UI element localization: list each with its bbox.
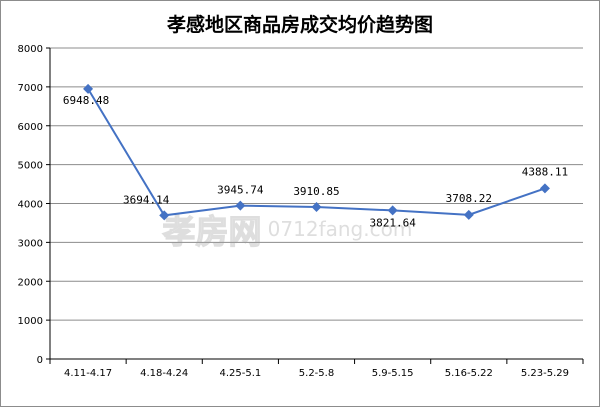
watermark-brand: 孝房网 bbox=[163, 212, 262, 251]
data-label: 3821.64 bbox=[369, 216, 416, 229]
data-labels: 6948.48 3694.14 3945.74 3910.85 3821.64 3708.… bbox=[63, 94, 568, 230]
series-layer bbox=[83, 83, 550, 221]
data-label: 4388.11 bbox=[522, 165, 568, 178]
x-tick-label: 4.11-4.17 bbox=[64, 368, 112, 379]
data-label: 3708.22 bbox=[446, 192, 492, 205]
data-point bbox=[539, 183, 550, 194]
watermark-site: 0712fang.com bbox=[268, 217, 413, 241]
x-tick-label: 5.16-5.22 bbox=[445, 368, 493, 379]
data-label: 3945.74 bbox=[217, 184, 264, 197]
y-tick-label: 6000 bbox=[18, 122, 43, 133]
y-tick-label: 7000 bbox=[18, 83, 43, 94]
data-point bbox=[387, 205, 398, 216]
x-tick-label: 5.9-5.15 bbox=[372, 368, 414, 379]
x-tick-label: 5.23-5.29 bbox=[521, 368, 569, 379]
x-tick-label: 4.25-5.1 bbox=[219, 368, 261, 379]
y-tick-label: 4000 bbox=[18, 200, 43, 211]
data-label: 3910.85 bbox=[293, 185, 339, 198]
data-label: 6948.48 bbox=[63, 94, 109, 107]
data-point bbox=[311, 201, 322, 212]
y-tick-label: 1000 bbox=[18, 316, 43, 327]
y-tick-label: 2000 bbox=[18, 277, 43, 288]
chart-title: 孝感地区商品房成交均价趋势图 bbox=[166, 14, 433, 36]
y-tick-label: 3000 bbox=[18, 238, 43, 249]
data-point bbox=[83, 83, 94, 94]
x-tick-label: 5.2-5.8 bbox=[299, 368, 334, 379]
watermark: 孝房网 0712fang.com bbox=[162, 211, 413, 251]
data-label: 3694.14 bbox=[123, 193, 170, 206]
x-tick-label: 4.18-4.24 bbox=[140, 368, 188, 379]
y-tick-label: 5000 bbox=[18, 161, 43, 172]
data-point bbox=[159, 210, 170, 221]
gridlines bbox=[50, 47, 583, 321]
data-point bbox=[235, 200, 246, 211]
data-point bbox=[463, 209, 474, 220]
axes: 0 1000 2000 3000 4000 5000 6000 7000 8000 4.11-4.… bbox=[18, 44, 584, 379]
y-tick-label: 0 bbox=[37, 355, 43, 366]
y-tick-label: 8000 bbox=[18, 44, 43, 55]
